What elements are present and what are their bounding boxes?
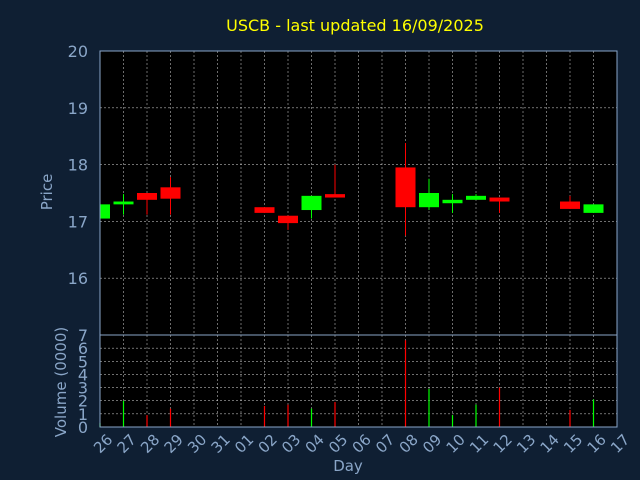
- price-grid: [100, 50, 617, 335]
- volume-bar: [122, 400, 125, 427]
- candle: [583, 204, 604, 213]
- candle: [489, 197, 510, 213]
- volume-bar: [263, 405, 266, 427]
- price-y-axis-label: Price: [38, 174, 56, 211]
- candle-body: [278, 215, 298, 224]
- candle-body: [442, 199, 463, 204]
- volume-bar: [310, 408, 313, 427]
- volume-bars: [99, 340, 595, 427]
- volume-bar: [169, 408, 172, 427]
- volume-y-axis-label: Volume (0000): [52, 327, 70, 437]
- volume-bar: [428, 388, 430, 427]
- candle: [466, 194, 486, 200]
- candle-body: [100, 204, 110, 219]
- volume-bar: [146, 415, 148, 427]
- volume-y-tick-label: 5: [78, 352, 88, 371]
- volume-y-tick-label: 3: [78, 379, 88, 398]
- candle-body: [160, 187, 181, 199]
- candle: [137, 193, 157, 215]
- volume-y-tick-label: 4: [78, 365, 88, 384]
- candle: [254, 207, 275, 213]
- volume-plot-border: [99, 334, 618, 428]
- price-y-ticks: 16 17 18 19 20: [68, 42, 88, 288]
- candle: [113, 194, 134, 215]
- volume-y-tick-label: 7: [78, 326, 88, 345]
- candle-body: [419, 193, 439, 208]
- volume-bar: [592, 399, 595, 427]
- volume-y-tick-label: 6: [78, 339, 88, 358]
- price-y-tick-label: 16: [68, 269, 88, 288]
- volume-bar: [404, 340, 407, 427]
- price-y-tick-label: 17: [68, 212, 88, 231]
- candle: [325, 164, 345, 198]
- candle-body: [395, 167, 416, 208]
- candle: [419, 178, 439, 211]
- volume-bar: [451, 415, 454, 427]
- volume-bar: [334, 402, 336, 427]
- volume-bar: [569, 409, 571, 427]
- volume-y-tick-label: 1: [78, 405, 88, 424]
- candle: [560, 195, 580, 209]
- candle-body: [583, 204, 604, 213]
- candle: [442, 194, 463, 213]
- candle-body: [560, 201, 580, 209]
- candle: [99, 204, 110, 219]
- price-y-tick-label: 18: [68, 156, 88, 175]
- candle-body: [489, 197, 510, 202]
- candle: [301, 195, 322, 219]
- x-axis-label: Day: [333, 457, 363, 475]
- price-candles: [99, 143, 604, 236]
- volume-bar: [475, 404, 477, 427]
- candle-body: [325, 194, 345, 198]
- volume-bar: [287, 404, 289, 427]
- chart-title: USCB - last updated 16/09/2025: [226, 16, 484, 35]
- price-y-tick-label: 19: [68, 99, 88, 118]
- candle: [278, 215, 298, 230]
- candle-body: [301, 195, 322, 211]
- volume-y-tick-label: 0: [78, 418, 88, 437]
- volume-bar: [498, 387, 501, 427]
- candle: [395, 143, 416, 236]
- candle-body: [466, 195, 486, 200]
- candle-body: [113, 201, 134, 205]
- x-tick-labels: 2627282930310102030405060708091011121314…: [90, 431, 633, 457]
- volume-y-tick-label: 2: [78, 392, 88, 411]
- candle-body: [254, 207, 275, 213]
- candle-body: [137, 193, 157, 200]
- price-y-tick-label: 20: [68, 42, 88, 61]
- candle: [160, 177, 181, 215]
